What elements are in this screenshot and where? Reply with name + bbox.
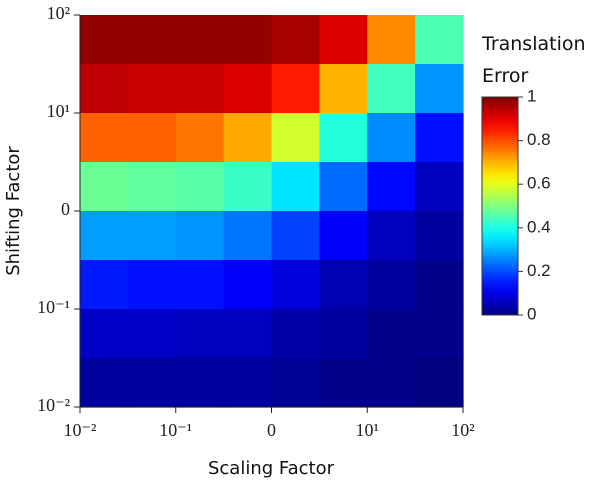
colorbar-tick-label: 0.8: [527, 130, 551, 149]
heatmap-cell: [415, 64, 464, 114]
colorbar-tick-label: 1: [527, 86, 536, 105]
y-axis-label: Shifting Factor: [3, 146, 24, 276]
heatmap-cell: [175, 64, 225, 114]
heatmap-cell: [271, 358, 320, 408]
heatmap-cell: [127, 358, 177, 408]
heatmap-cell: [367, 162, 416, 212]
heatmap-cell: [175, 113, 225, 163]
heatmap-cell: [223, 309, 273, 359]
x-tick-label: 0: [267, 420, 276, 440]
heatmap-cell: [175, 260, 225, 310]
heatmap-cell: [223, 113, 273, 163]
x-tick-label: 10¹: [356, 420, 379, 440]
heatmap-cell: [415, 211, 464, 261]
y-tick-label: 0: [61, 199, 70, 219]
heatmap-cell: [127, 260, 177, 310]
heatmap-cell: [367, 64, 416, 114]
colorbar-tick-label: 0.2: [527, 261, 551, 280]
heatmap-cell: [271, 211, 320, 261]
heatmap-cell: [319, 15, 368, 65]
heatmap-cell: [223, 358, 273, 408]
heatmap-cell: [80, 64, 129, 114]
y-tick-label: 10⁻²: [37, 395, 70, 415]
heatmap-cell: [367, 15, 416, 65]
heatmap-cell: [415, 162, 464, 212]
heatmap-cell: [80, 260, 129, 310]
heatmap-cell: [127, 309, 177, 359]
heatmap-cell: [367, 113, 416, 163]
heatmap-cell: [127, 162, 177, 212]
heatmap-cell: [223, 162, 273, 212]
heatmap-cell: [175, 358, 225, 408]
colorbar: [481, 96, 519, 316]
heatmap-cell: [319, 211, 368, 261]
heatmap-cell: [271, 64, 320, 114]
x-tick-label: 10²: [451, 420, 474, 440]
heatmap-cell: [319, 358, 368, 408]
heatmap-cell: [80, 15, 129, 65]
heatmap-cell: [319, 309, 368, 359]
heatmap-cell: [127, 15, 177, 65]
heatmap-cell: [415, 15, 464, 65]
heatmap-cell: [271, 309, 320, 359]
heatmap-cell: [80, 211, 129, 261]
x-tick-label: 10⁻²: [64, 420, 97, 440]
heatmap-cell: [127, 64, 177, 114]
heatmap-cell: [80, 162, 129, 212]
colorbar-tick-label: 0.6: [527, 174, 551, 193]
heatmap-cell: [367, 260, 416, 310]
heatmap-cell: [80, 358, 129, 408]
heatmap-cell: [175, 309, 225, 359]
heatmap-cell: [319, 64, 368, 114]
heatmap-cell: [415, 260, 464, 310]
heatmap-cell: [223, 211, 273, 261]
heatmap-cell: [175, 162, 225, 212]
heatmap-cell: [223, 15, 273, 65]
colorbar-title: Translation Error: [482, 33, 586, 87]
heatmap-cell: [223, 64, 273, 114]
heatmap-cell: [415, 309, 464, 359]
y-tick-label: 10²: [47, 3, 70, 23]
heatmap-cell: [415, 358, 464, 408]
heatmap-cell: [127, 211, 177, 261]
heatmap-cell: [271, 162, 320, 212]
heatmap-cell: [271, 113, 320, 163]
heatmap-cell: [271, 15, 320, 65]
heatmap-cell: [127, 113, 177, 163]
colorbar-tick-label: 0.4: [527, 217, 551, 236]
heatmap-cell: [175, 211, 225, 261]
heatmap-cell: [319, 113, 368, 163]
heatmap-cell: [367, 309, 416, 359]
heatmap-cell: [319, 162, 368, 212]
heatmap-cell: [367, 358, 416, 408]
x-axis-label: Scaling Factor: [208, 458, 335, 479]
y-tick-label: 10⁻¹: [37, 297, 70, 317]
heatmap-cell: [319, 260, 368, 310]
heatmap-cell: [271, 260, 320, 310]
heatmap-cell: [80, 113, 129, 163]
colorbar-tick-label: 0: [527, 304, 536, 323]
x-tick-label: 10⁻¹: [159, 420, 192, 440]
heatmap-cell: [80, 309, 129, 359]
heatmap-cell: [367, 211, 416, 261]
heatmap-cell: [223, 260, 273, 310]
heatmap-cell: [175, 15, 225, 65]
heatmap-cell: [415, 113, 464, 163]
y-tick-label: 10¹: [47, 101, 70, 121]
